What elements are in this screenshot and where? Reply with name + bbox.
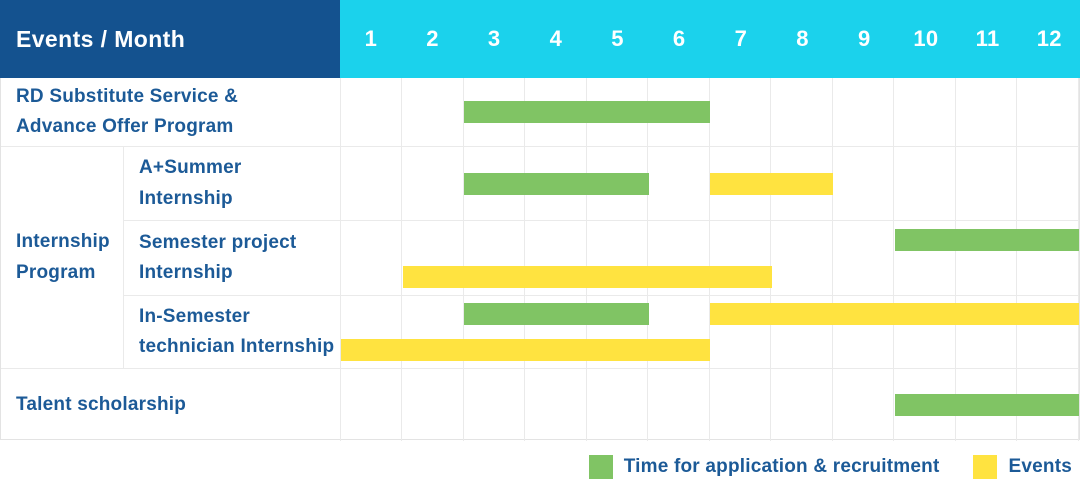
yellow-gantt-bar (341, 339, 710, 361)
yellow-gantt-bar (402, 265, 772, 288)
bar-line (341, 78, 1079, 146)
green-gantt-bar (894, 394, 1079, 416)
green-gantt-bar (894, 228, 1079, 251)
green-gantt-bar (464, 172, 649, 195)
table-row: In-Semester technician Internship (124, 295, 1079, 368)
events-month-header: Events / Month (0, 0, 340, 78)
legend: Time for application & recruitment Event… (0, 440, 1080, 494)
bar-line (341, 147, 1079, 220)
month-tick-6: 6 (672, 26, 686, 51)
bar-line (341, 221, 1079, 258)
month-tick-12: 12 (1036, 26, 1062, 51)
legend-label-application: Time for application & recruitment (623, 456, 940, 477)
month-tick-2: 2 (426, 26, 439, 51)
legend-item-application: Time for application & recruitment (588, 455, 940, 479)
table-row: Talent scholarship (1, 368, 1079, 441)
green-swatch-icon (588, 455, 613, 479)
month-tick-4: 4 (549, 26, 563, 51)
bar-area-talent-scholarship (341, 369, 1079, 441)
row-label-rd-substitute: RD Substitute Service & Advance Offer Pr… (1, 78, 341, 146)
green-gantt-bar (464, 101, 710, 123)
bar-area-a-plus-summer (341, 147, 1079, 220)
group-label-internship-program: Internship Program (1, 147, 124, 368)
month-axis: 1 2 3 4 5 6 7 8 9 10 11 12 (340, 0, 1080, 78)
row-label-in-semester-technician: In-Semester technician Internship (124, 296, 341, 368)
yellow-gantt-bar (710, 172, 833, 195)
table-row: Semester project Internship (124, 220, 1079, 295)
row-label-talent-scholarship: Talent scholarship (1, 369, 341, 441)
row-label-semester-project: Semester project Internship (124, 221, 341, 295)
table-row: A+Summer Internship (124, 147, 1079, 220)
yellow-swatch-icon (973, 455, 998, 479)
row-label-a-plus-summer: A+Summer Internship (124, 147, 341, 220)
month-tick-7: 7 (734, 26, 748, 51)
legend-label-events: Events (1008, 456, 1072, 477)
table-row: RD Substitute Service & Advance Offer Pr… (1, 78, 1079, 146)
bar-line (341, 332, 1079, 368)
month-tick-11: 11 (975, 26, 1000, 51)
header-row: Events / Month 1 2 3 4 5 6 7 8 9 10 11 1… (0, 0, 1080, 78)
month-tick-9: 9 (857, 26, 871, 51)
legend-item-events: Events (973, 455, 1072, 479)
bar-line (341, 296, 1079, 332)
green-gantt-bar (464, 303, 649, 325)
internship-program-rows: A+Summer Internship Semester project Int… (124, 147, 1079, 368)
month-tick-3: 3 (487, 26, 501, 51)
bar-area-in-semester-technician (341, 296, 1079, 368)
schedule-body: RD Substitute Service & Advance Offer Pr… (0, 78, 1080, 441)
bar-line (341, 369, 1079, 441)
month-tick-1: 1 (364, 26, 378, 51)
month-tick-8: 8 (796, 26, 809, 51)
yellow-gantt-bar (710, 303, 1079, 325)
bar-line (341, 258, 1079, 295)
month-tick-5: 5 (611, 26, 624, 51)
bar-area-rd-substitute (341, 78, 1079, 146)
month-tick-10: 10 (913, 26, 939, 51)
bar-area-semester-project (341, 221, 1079, 295)
internship-program-group: Internship Program A+Summer Internship S… (1, 146, 1079, 368)
